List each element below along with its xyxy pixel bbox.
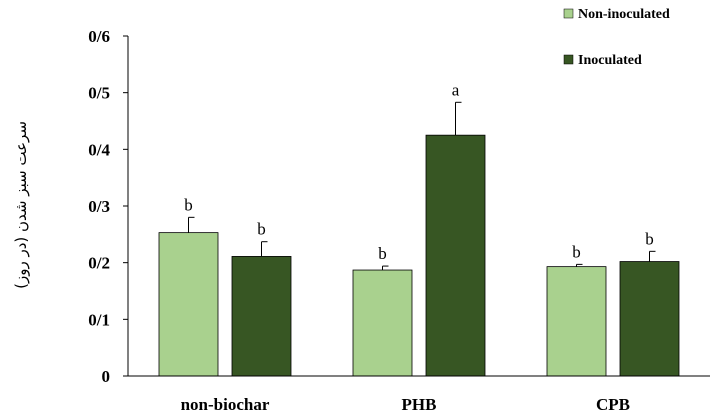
- significance-letter: b: [257, 220, 266, 239]
- significance-letter: b: [184, 195, 193, 214]
- significance-letter: b: [378, 244, 387, 263]
- y-tick-label: 0/6: [88, 27, 110, 46]
- bars: b b b a b b: [158, 80, 680, 377]
- y-tick-label: 0/2: [88, 254, 110, 273]
- legend-swatch: [563, 8, 574, 19]
- legend-label: Inoculated: [578, 53, 642, 68]
- y-tick-label: 0/4: [88, 140, 110, 159]
- y-axis: 0 0/1 0/2 0/3 0/4 0/5 0/6: [88, 27, 129, 386]
- x-tick-label: PHB: [402, 395, 437, 414]
- y-tick-label: 0: [102, 367, 111, 386]
- x-axis: non-biochar PHB CPB: [128, 375, 710, 414]
- significance-letter: a: [452, 80, 460, 99]
- significance-letter: b: [572, 242, 581, 261]
- significance-letter: b: [645, 229, 654, 248]
- bar: [158, 232, 219, 377]
- legend-swatch: [563, 54, 574, 65]
- legend-label: Non-inoculated: [578, 7, 670, 22]
- bar: [546, 266, 607, 377]
- bar: [619, 261, 680, 377]
- bar: [352, 269, 413, 377]
- x-tick-label: non-biochar: [181, 395, 270, 414]
- y-tick-label: 0/3: [88, 197, 110, 216]
- y-tick-label: 0/1: [88, 310, 110, 329]
- legend: Non-inoculated Inoculated: [563, 7, 670, 68]
- bar: [425, 134, 486, 377]
- y-tick-label: 0/5: [88, 84, 110, 103]
- x-tick-label: CPB: [596, 395, 630, 414]
- y-axis-label: سرعت سبز شدن (در روز): [12, 121, 30, 289]
- bar: [231, 256, 292, 377]
